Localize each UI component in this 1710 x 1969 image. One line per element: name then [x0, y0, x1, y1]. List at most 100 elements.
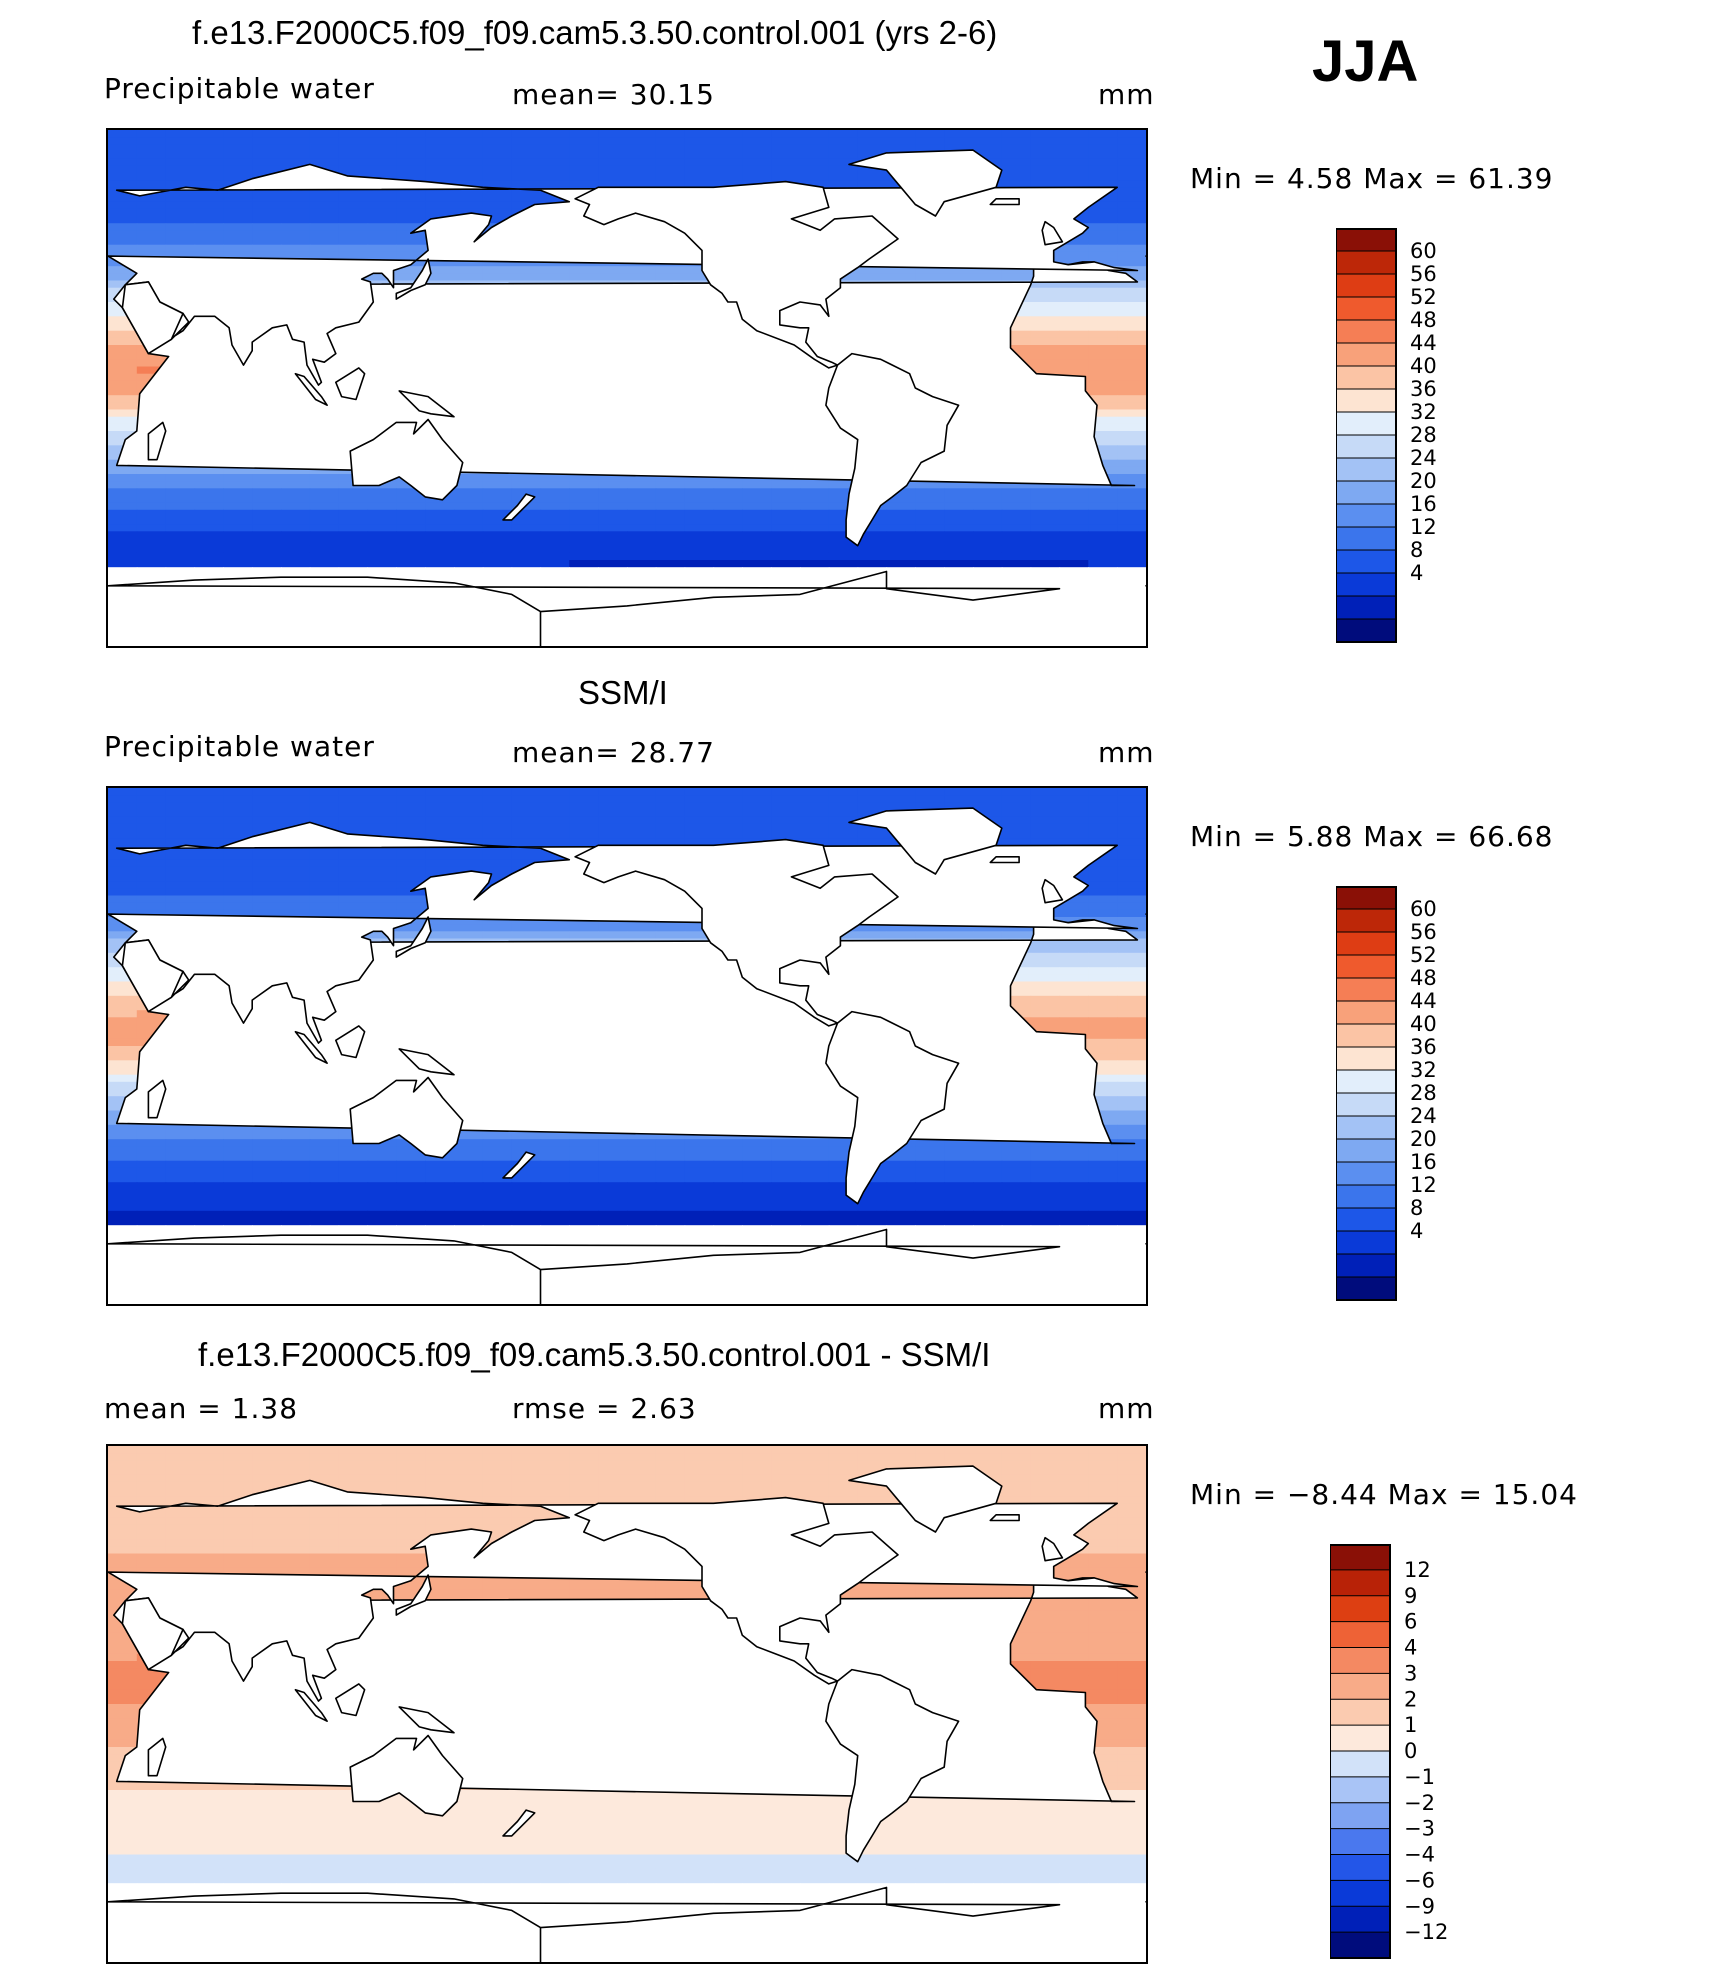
field-cell	[108, 1153, 138, 1162]
field-cell	[655, 1196, 686, 1205]
field-cell	[886, 137, 916, 145]
field-cell	[713, 151, 743, 160]
field-cell	[1088, 302, 1118, 310]
field-cell	[857, 545, 888, 554]
field-cell	[540, 581, 570, 590]
field-cell	[944, 531, 974, 540]
field-cell	[713, 130, 743, 138]
field-cell	[1030, 795, 1061, 803]
colorbar-swatch	[1336, 458, 1396, 482]
field-cell	[511, 617, 542, 626]
field-cell	[1030, 180, 1061, 188]
field-cell	[482, 852, 513, 861]
field-cell	[338, 509, 369, 518]
field-cell	[1117, 603, 1146, 611]
field-cell	[627, 802, 657, 811]
field-cell	[136, 859, 167, 868]
field-cell	[165, 574, 196, 583]
field-cell	[828, 838, 859, 846]
field-cell	[136, 137, 167, 145]
field-cell	[598, 509, 628, 518]
field-cell	[482, 823, 513, 832]
field-cell	[655, 173, 686, 181]
field-cell	[309, 1189, 340, 1198]
field-cell	[425, 201, 455, 210]
field-cell	[915, 560, 945, 568]
field-cell	[425, 266, 455, 274]
field-cell	[281, 194, 311, 203]
field-cell	[1117, 395, 1146, 403]
field-cell	[742, 545, 772, 554]
field-cell	[252, 216, 282, 224]
field-cell	[454, 524, 484, 532]
field-cell	[252, 624, 282, 633]
field-cell	[944, 595, 974, 604]
field-cell	[828, 816, 859, 825]
field-cell	[482, 173, 513, 181]
field-cell	[886, 1210, 916, 1219]
field-cell	[800, 151, 830, 160]
field-cell	[367, 538, 397, 547]
field-cell	[713, 165, 743, 174]
field-cell	[425, 809, 455, 818]
field-cell	[482, 1153, 513, 1162]
field-cell	[252, 1196, 282, 1205]
field-cell	[454, 631, 484, 640]
field-cell	[1001, 603, 1032, 611]
field-cell	[1030, 1017, 1061, 1026]
field-cell	[454, 1146, 484, 1155]
field-cell	[1059, 574, 1089, 583]
field-cell	[136, 888, 167, 897]
field-cell	[973, 144, 1003, 153]
field-cell	[1117, 359, 1146, 368]
field-cell	[482, 588, 513, 597]
field-cell	[627, 158, 657, 167]
field-cell	[309, 524, 340, 532]
field-cell	[396, 567, 426, 575]
field-cell	[857, 567, 888, 575]
land-australia	[349, 418, 464, 501]
field-cell	[108, 431, 138, 439]
field-cell	[396, 1175, 426, 1183]
field-cell	[857, 795, 888, 803]
field-cell	[742, 1232, 772, 1241]
field-cell	[396, 230, 426, 239]
field-cell	[1088, 567, 1118, 575]
field-cell	[800, 180, 830, 188]
field-cell	[396, 931, 426, 940]
field-cell	[223, 638, 253, 646]
field-cell	[1059, 294, 1089, 303]
field-cell	[857, 173, 888, 181]
field-cell	[1030, 1153, 1061, 1162]
field-cell	[482, 1210, 513, 1219]
field-cell	[771, 788, 801, 796]
field-cell	[598, 831, 628, 839]
field-cell	[1117, 137, 1146, 145]
field-cell	[194, 130, 224, 138]
field-cell	[367, 187, 397, 196]
field-cell	[511, 1225, 542, 1233]
field-cell	[252, 866, 282, 875]
field-cell	[713, 173, 743, 181]
field-cell	[828, 1160, 859, 1169]
field-cell	[598, 1232, 628, 1241]
field-cell	[281, 895, 311, 904]
field-cell	[828, 180, 859, 188]
field-cell	[742, 137, 772, 145]
field-cell	[713, 531, 743, 540]
field-cell	[1030, 330, 1061, 339]
field-cell	[511, 1210, 542, 1219]
field-cell	[1117, 445, 1146, 454]
colorbar-swatch	[1336, 619, 1396, 643]
field-cell	[684, 273, 715, 282]
field-cell	[1059, 1017, 1089, 1026]
field-cell	[1030, 130, 1061, 138]
field-cell	[627, 603, 657, 611]
field-cell	[511, 831, 542, 839]
field-cell	[165, 816, 196, 825]
field-cell	[1117, 509, 1146, 518]
field-cell	[828, 624, 859, 633]
field-cell	[281, 545, 311, 554]
field-cell	[165, 638, 196, 646]
field-cell	[973, 1146, 1003, 1155]
